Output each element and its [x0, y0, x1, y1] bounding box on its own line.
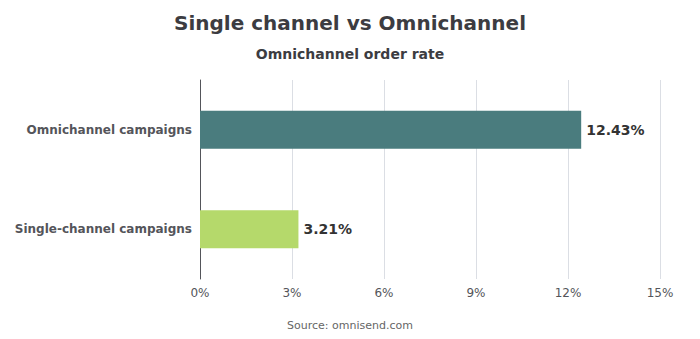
svg-text:Single channel vs Omnichannel: Single channel vs Omnichannel	[174, 11, 526, 35]
svg-text:12%: 12%	[555, 286, 582, 300]
svg-text:Source: omnisend.com: Source: omnisend.com	[287, 319, 413, 332]
svg-text:3.21%: 3.21%	[303, 221, 352, 237]
svg-text:Omnichannel order rate: Omnichannel order rate	[256, 46, 444, 62]
svg-text:9%: 9%	[466, 286, 485, 300]
svg-text:3%: 3%	[282, 286, 301, 300]
svg-text:0%: 0%	[190, 286, 209, 300]
svg-text:12.43%: 12.43%	[586, 122, 644, 138]
svg-text:6%: 6%	[374, 286, 393, 300]
svg-text:15%: 15%	[647, 286, 674, 300]
svg-text:Single-channel campaigns: Single-channel campaigns	[15, 222, 192, 236]
svg-text:Omnichannel campaigns: Omnichannel campaigns	[27, 123, 192, 137]
